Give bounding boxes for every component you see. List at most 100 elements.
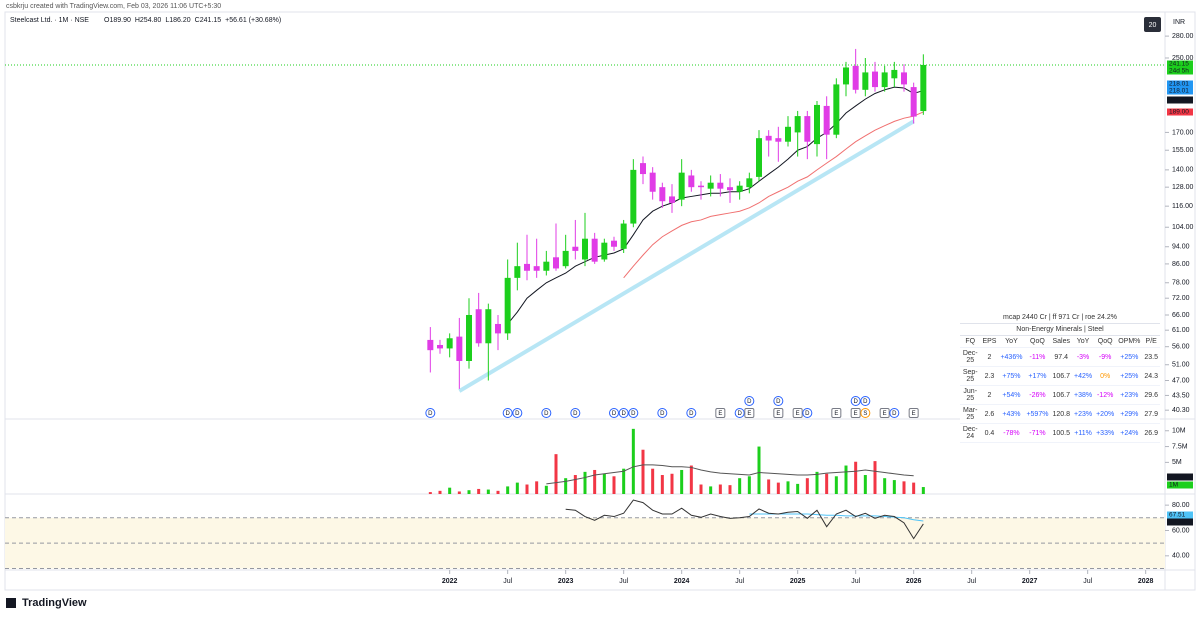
volume-bar bbox=[641, 449, 645, 494]
table-cell: +38% bbox=[1071, 385, 1095, 405]
event-label: D bbox=[544, 411, 549, 417]
volume-bar bbox=[844, 465, 848, 494]
rsi-line bbox=[565, 499, 924, 540]
volume-bar bbox=[680, 469, 684, 494]
y-tick-label: 40.00 bbox=[1172, 553, 1190, 560]
column-header: EPS bbox=[980, 336, 999, 348]
volume-bar bbox=[699, 484, 703, 494]
table-cell: Dec-25 bbox=[960, 347, 981, 367]
event-label: E bbox=[854, 411, 858, 417]
candle-body bbox=[678, 172, 685, 200]
y-tick-label: 80.00 bbox=[1172, 502, 1190, 509]
price-badge bbox=[1167, 67, 1193, 75]
event-marker bbox=[686, 408, 697, 418]
table-cell: +54% bbox=[998, 385, 1025, 405]
table-cell: +17% bbox=[1024, 366, 1051, 386]
table-cell: 2 bbox=[980, 385, 999, 405]
x-tick-label: Jul bbox=[619, 578, 628, 585]
candle-body bbox=[640, 163, 646, 175]
candle-body bbox=[852, 65, 859, 90]
candle-body bbox=[524, 263, 530, 271]
table-cell: 24.3 bbox=[1142, 366, 1160, 386]
event-label: D bbox=[573, 411, 578, 417]
table-cell: Mar-25 bbox=[960, 404, 981, 424]
table-cell: +20% bbox=[1094, 404, 1117, 424]
volume-bar bbox=[506, 486, 510, 494]
candle-body bbox=[553, 257, 559, 269]
candle-body bbox=[843, 67, 849, 85]
event-label: D bbox=[612, 411, 617, 417]
y-tick-label: 128.00 bbox=[1172, 184, 1194, 191]
ohlc-value: L186.20 bbox=[165, 17, 190, 24]
event-marker bbox=[860, 408, 871, 418]
y-tick-label: 116.00 bbox=[1172, 203, 1193, 210]
table-cell: +25% bbox=[1116, 366, 1143, 386]
price-badge-label: 241.15 bbox=[1169, 61, 1189, 68]
candle-body bbox=[495, 323, 501, 334]
table-cell: Sep-25 bbox=[960, 366, 981, 386]
event-label: D bbox=[689, 411, 694, 417]
x-tick-label: 2028 bbox=[1138, 578, 1154, 585]
volume-bar bbox=[564, 478, 568, 494]
table-cell: -3% bbox=[1071, 347, 1095, 367]
candle-body bbox=[437, 344, 443, 349]
table-cell: -9% bbox=[1094, 347, 1117, 367]
candle-body bbox=[591, 238, 598, 262]
candle-body bbox=[475, 309, 482, 344]
event-marker bbox=[773, 408, 784, 418]
column-header: QoQ bbox=[1024, 336, 1051, 348]
price-badge-label: 218.01 bbox=[1169, 88, 1189, 95]
candle-body bbox=[543, 261, 550, 271]
volume-bar bbox=[854, 461, 858, 494]
y-tick-label: 5M bbox=[1172, 459, 1182, 466]
event-marker bbox=[792, 408, 803, 418]
candle-body bbox=[601, 242, 608, 260]
candle-body bbox=[872, 71, 878, 88]
moving-average bbox=[507, 86, 924, 325]
table-cell: 29.6 bbox=[1142, 385, 1160, 405]
volume-bar bbox=[467, 490, 471, 494]
candle-body bbox=[698, 185, 704, 188]
candle-body bbox=[504, 277, 511, 334]
candle-body bbox=[746, 178, 753, 188]
event-marker bbox=[889, 408, 900, 418]
event-label: D bbox=[660, 411, 665, 417]
volume-bar bbox=[477, 488, 481, 494]
table-cell: 26.9 bbox=[1142, 423, 1160, 443]
interval-button-label[interactable]: 20 bbox=[1149, 22, 1157, 29]
table-row: Dec-24 0.4 -78% -71% 100.5 +11% +33% +24% 26.9 bbox=[960, 423, 1160, 443]
candle-body bbox=[775, 138, 782, 142]
event-label: E bbox=[776, 411, 780, 417]
volume-bar bbox=[544, 485, 548, 494]
x-tick-label: Jul bbox=[735, 578, 744, 585]
candle-body bbox=[659, 187, 666, 202]
event-marker bbox=[744, 408, 755, 418]
volume-bar bbox=[892, 480, 896, 494]
table-cell: 100.5 bbox=[1050, 423, 1072, 443]
moving-average bbox=[623, 111, 924, 279]
event-label: E bbox=[747, 411, 751, 417]
interval-button[interactable] bbox=[1144, 17, 1161, 32]
volume-bar bbox=[612, 476, 616, 494]
event-marker bbox=[802, 408, 813, 418]
table-cell: +24% bbox=[1116, 423, 1143, 443]
brand: TradingView bbox=[22, 597, 87, 609]
volume-bar bbox=[428, 492, 432, 494]
table-cell: +42% bbox=[1071, 366, 1095, 386]
y-tick-label: 43.50 bbox=[1172, 392, 1190, 399]
fundamentals-table: mcap 2440 Cr | ff 971 Cr | roe 24.2% Non… bbox=[960, 312, 1160, 443]
candle-body bbox=[582, 238, 588, 260]
event-label: D bbox=[737, 411, 742, 417]
column-header: QoQ bbox=[1094, 336, 1117, 348]
candle-body bbox=[910, 87, 917, 117]
candle-body bbox=[669, 196, 675, 203]
column-header: OPM% bbox=[1116, 336, 1143, 348]
event-marker bbox=[657, 408, 668, 418]
price-badge-label: 211.16 bbox=[1169, 97, 1189, 104]
x-tick-label: Jul bbox=[1083, 578, 1092, 585]
candle-body bbox=[794, 116, 801, 133]
price-badge bbox=[1167, 108, 1193, 116]
x-tick-label: 2027 bbox=[1022, 578, 1038, 585]
column-header: YoY bbox=[1071, 336, 1095, 348]
